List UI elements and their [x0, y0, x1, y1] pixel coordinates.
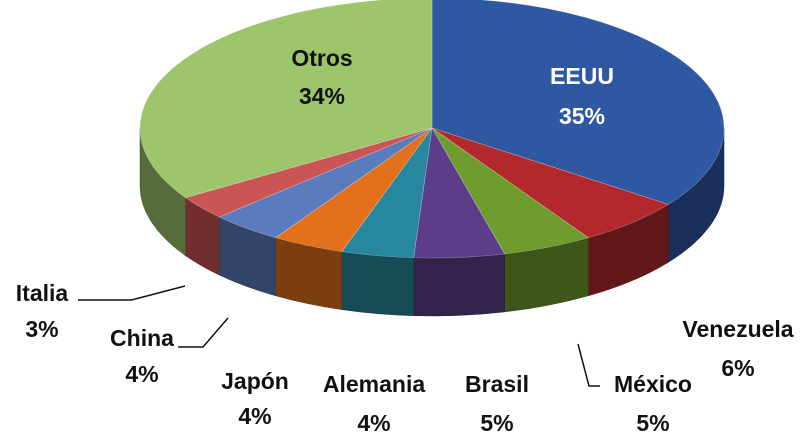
- leader-line: [178, 317, 229, 348]
- leader-line: [78, 285, 186, 301]
- slice-value-label: 35%: [559, 103, 605, 129]
- slice: [431, 127, 669, 239]
- slice: [341, 127, 433, 259]
- slice-value-label: 5%: [636, 410, 669, 436]
- slice-value-label: 4%: [125, 361, 158, 387]
- slice: [413, 127, 506, 259]
- slice-label: EEUU: [550, 63, 614, 89]
- slice: [218, 127, 433, 239]
- slice-side: [341, 251, 414, 317]
- slice-label: Japón: [221, 368, 289, 394]
- slice-label: Venezuela: [682, 316, 793, 342]
- slice: [184, 127, 433, 218]
- slice-value-label: 34%: [299, 83, 345, 109]
- slice-value-label: 6%: [721, 355, 754, 381]
- slice-label: Otros: [291, 45, 352, 71]
- slice-label: Italia: [16, 280, 69, 306]
- slice: [139, 0, 433, 198]
- slice: [431, 127, 590, 255]
- slice-value-label: 4%: [238, 403, 271, 429]
- slice-side: [413, 253, 505, 317]
- slice-value-label: 4%: [357, 410, 390, 436]
- slice-value-label: 3%: [25, 316, 58, 342]
- slice: [431, 0, 725, 205]
- slice-label: México: [614, 371, 692, 397]
- slice-value-label: 5%: [480, 410, 513, 436]
- slice-label: Alemania: [323, 371, 425, 397]
- slice-label: China: [110, 325, 174, 351]
- leader-line: [577, 343, 600, 387]
- slice: [274, 127, 433, 252]
- slice-label: Brasil: [465, 371, 529, 397]
